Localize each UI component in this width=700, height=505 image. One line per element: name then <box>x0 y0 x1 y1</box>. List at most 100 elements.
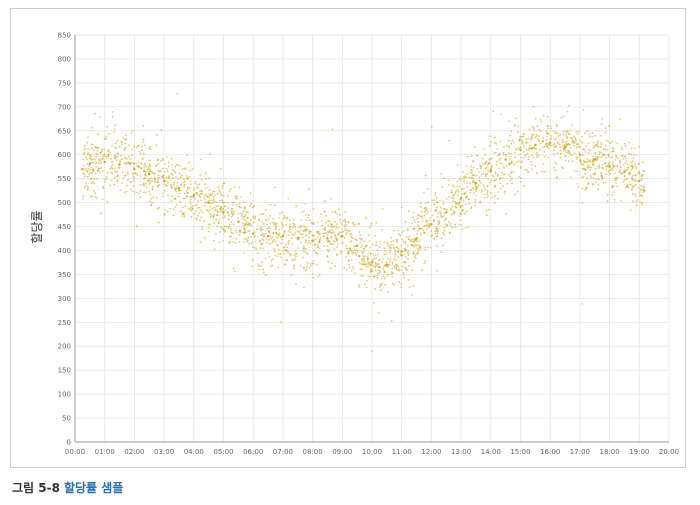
scatter-point <box>361 264 364 266</box>
scatter-point <box>385 261 388 264</box>
scatter-point <box>243 241 246 243</box>
scatter-point <box>442 207 445 210</box>
scatter-point <box>209 193 212 196</box>
scatter-point <box>419 228 421 231</box>
scatter-point <box>587 142 590 145</box>
scatter-point <box>500 113 502 115</box>
scatter-point <box>329 231 332 234</box>
scatter-point <box>597 183 600 186</box>
scatter-point <box>599 171 602 174</box>
scatter-point <box>91 195 94 198</box>
scatter-point <box>327 224 330 227</box>
scatter-point <box>231 201 234 204</box>
scatter-point <box>631 178 634 181</box>
scatter-point <box>214 194 217 196</box>
scatter-point <box>483 193 486 196</box>
scatter-point <box>216 210 219 213</box>
y-tick-label: 400 <box>58 247 71 255</box>
scatter-point <box>525 148 528 151</box>
scatter-point <box>574 138 577 141</box>
scatter-point <box>293 257 296 260</box>
scatter-point <box>618 170 621 173</box>
scatter-point <box>212 201 214 204</box>
scatter-point <box>259 247 262 250</box>
scatter-point <box>501 163 503 165</box>
scatter-point <box>367 262 370 265</box>
scatter-point <box>378 246 381 249</box>
scatter-point <box>145 182 147 185</box>
scatter-point <box>223 205 226 208</box>
scatter-point <box>101 155 104 158</box>
scatter-point <box>211 207 214 210</box>
scatter-point <box>536 153 539 156</box>
scatter-point <box>391 261 394 263</box>
data-point <box>281 234 285 238</box>
scatter-point <box>183 211 185 214</box>
scatter-point <box>625 157 627 160</box>
scatter-point <box>207 227 210 229</box>
scatter-point <box>629 173 632 176</box>
scatter-point <box>473 174 476 177</box>
scatter-point <box>175 204 178 206</box>
scatter-point <box>465 176 468 179</box>
scatter-point <box>157 162 160 165</box>
scatter-point <box>417 217 419 220</box>
scatter-point <box>466 195 469 198</box>
y-tick-label: 650 <box>58 127 71 135</box>
scatter-point <box>604 182 607 184</box>
scatter-point <box>186 154 189 157</box>
scatter-point <box>167 165 170 168</box>
scatter-point <box>510 172 513 175</box>
scatter-point <box>198 193 201 196</box>
scatter-point <box>213 239 215 242</box>
scatter-point <box>171 174 174 176</box>
scatter-point <box>187 207 190 210</box>
scatter-point <box>136 174 139 177</box>
scatter-point <box>87 186 89 188</box>
scatter-point <box>641 202 644 205</box>
scatter-point <box>406 228 409 231</box>
scatter-point <box>304 214 307 216</box>
scatter-point <box>320 220 323 222</box>
scatter-point <box>454 200 456 203</box>
scatter-point <box>607 140 609 143</box>
scatter-point <box>195 218 198 221</box>
scatter-point <box>117 166 120 169</box>
scatter-point <box>265 219 268 222</box>
scatter-point <box>345 244 347 247</box>
scatter-point <box>292 259 295 262</box>
scatter-point <box>633 153 635 156</box>
data-point <box>118 163 121 166</box>
scatter-point <box>528 155 530 158</box>
scatter-point <box>139 162 142 164</box>
scatter-point <box>543 170 546 173</box>
scatter-point <box>341 231 343 234</box>
scatter-point <box>544 143 547 146</box>
scatter-point <box>269 242 271 245</box>
scatter-point <box>127 155 130 158</box>
scatter-point <box>189 180 192 182</box>
scatter-point <box>144 171 147 174</box>
scatter-point <box>598 151 600 153</box>
scatter-point <box>279 321 282 323</box>
scatter-point <box>155 144 158 147</box>
scatter-point <box>148 163 151 166</box>
scatter-point <box>367 261 370 264</box>
scatter-point <box>445 217 448 220</box>
scatter-point <box>459 206 462 209</box>
scatter-point <box>566 143 568 146</box>
scatter-point <box>635 195 638 198</box>
scatter-point <box>380 229 383 232</box>
scatter-point <box>421 215 423 218</box>
x-tick-label: 12:00 <box>421 448 441 456</box>
scatter-point <box>485 209 488 212</box>
scatter-point <box>503 167 506 169</box>
scatter-point <box>458 177 461 180</box>
scatter-point <box>425 220 427 223</box>
scatter-point <box>97 147 100 149</box>
scatter-point <box>142 141 145 143</box>
scatter-point <box>634 184 637 186</box>
scatter-point <box>630 153 633 156</box>
scatter-point <box>616 157 619 159</box>
scatter-point <box>442 215 445 218</box>
